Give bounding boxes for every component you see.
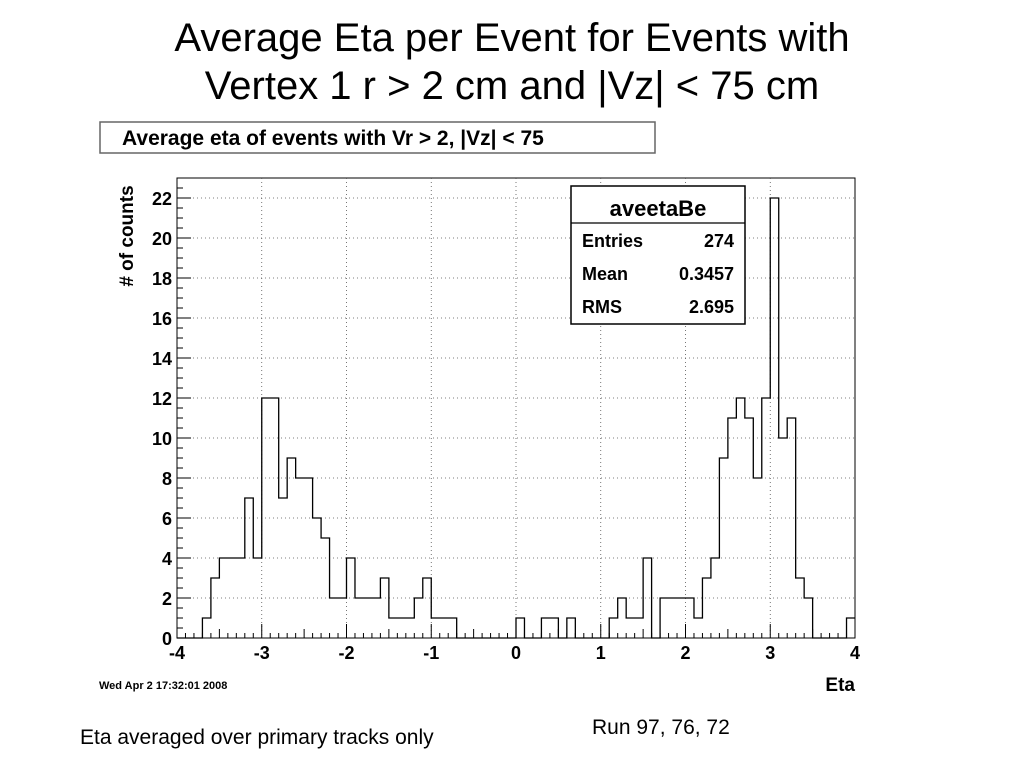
x-tick-label: -1 bbox=[423, 643, 439, 663]
y-tick-label: 8 bbox=[162, 469, 172, 489]
y-tick-label: 12 bbox=[152, 389, 172, 409]
caption-right: Run 97, 76, 72 bbox=[592, 716, 730, 739]
x-axis-ticks: -4 -3 -2 -1 0 1 2 3 4 bbox=[169, 624, 860, 663]
stats-box: aveetaBe Entries 274 Mean 0.3457 RMS 2.695 bbox=[570, 185, 746, 325]
chart-title: Average eta of events with Vr > 2, |Vz| … bbox=[122, 127, 544, 150]
x-tick-label: -2 bbox=[338, 643, 354, 663]
x-axis-label: Eta bbox=[825, 675, 855, 696]
caption-left: Eta averaged over primary tracks only bbox=[80, 726, 434, 749]
x-tick-label: 1 bbox=[596, 643, 606, 663]
x-tick-label: 0 bbox=[511, 643, 521, 663]
x-tick-label: 3 bbox=[765, 643, 775, 663]
stats-box-frame bbox=[570, 185, 746, 325]
slide-title: Average Eta per Event for Events with Ve… bbox=[0, 14, 1024, 110]
x-tick-label: -3 bbox=[254, 643, 270, 663]
x-tick-label: 4 bbox=[850, 643, 860, 663]
stats-box-name: aveetaBe bbox=[610, 196, 707, 221]
slide-title-line2: Vertex 1 r > 2 cm and |Vz| < 75 cm bbox=[204, 64, 820, 108]
stats-row-value: 2.695 bbox=[689, 297, 734, 317]
y-tick-label: 4 bbox=[162, 549, 172, 569]
stats-row-label: Entries bbox=[582, 231, 643, 251]
stats-row-label: RMS bbox=[582, 297, 622, 317]
y-tick-label: 16 bbox=[152, 309, 172, 329]
x-tick-label: 2 bbox=[680, 643, 690, 663]
y-tick-label: 14 bbox=[152, 349, 172, 369]
y-tick-label: 20 bbox=[152, 229, 172, 249]
stats-row-value: 0.3457 bbox=[679, 264, 734, 284]
y-tick-label: 0 bbox=[162, 629, 172, 649]
y-tick-label: 22 bbox=[152, 189, 172, 209]
y-tick-label: 2 bbox=[162, 589, 172, 609]
y-tick-label: 6 bbox=[162, 509, 172, 529]
y-tick-label: 18 bbox=[152, 269, 172, 289]
chart-title-box bbox=[99, 121, 656, 154]
timestamp: Wed Apr 2 17:32:01 2008 bbox=[99, 680, 227, 692]
stats-row-value: 274 bbox=[704, 231, 734, 251]
y-axis-ticks: 0 2 4 6 8 10 12 14 16 18 20 22 bbox=[152, 177, 191, 649]
x-tick-label: -4 bbox=[169, 643, 185, 663]
y-axis-label: # of counts bbox=[117, 185, 138, 286]
stats-row-label: Mean bbox=[582, 264, 628, 284]
slide-title-line1: Average Eta per Event for Events with bbox=[174, 16, 850, 60]
y-tick-label: 10 bbox=[152, 429, 172, 449]
